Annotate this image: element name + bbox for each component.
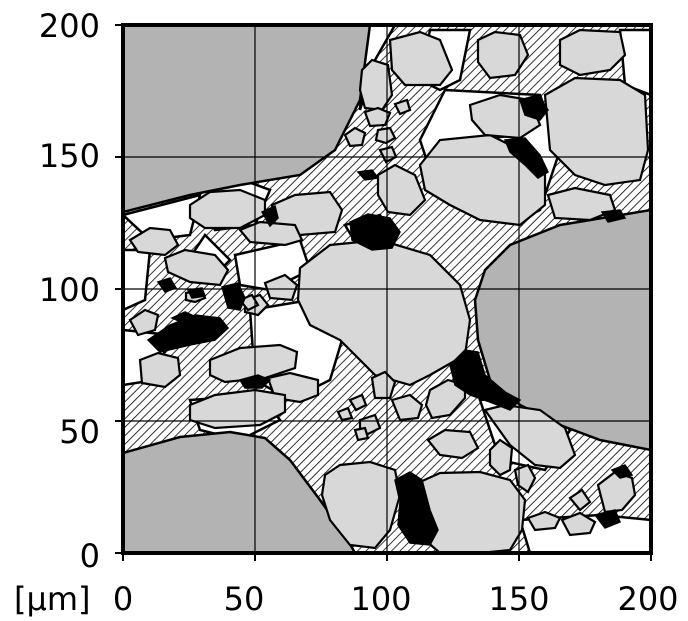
axis-unit-label: [µm] bbox=[14, 580, 91, 618]
large-grain-top-left bbox=[123, 25, 372, 214]
x-tick-label: 100 bbox=[350, 580, 411, 618]
y-tick-labels: 0 50 100 150 200 bbox=[39, 7, 100, 575]
x-tick-label: 50 bbox=[224, 580, 265, 618]
gridlines bbox=[123, 25, 651, 553]
x-tick-label: 200 bbox=[617, 580, 678, 618]
y-tick-label: 200 bbox=[39, 7, 100, 45]
y-tick-label: 0 bbox=[80, 537, 100, 575]
large-grain-bottom-left bbox=[123, 430, 357, 553]
y-tick-label: 150 bbox=[39, 137, 100, 175]
x-tick-label: 0 bbox=[113, 580, 133, 618]
x-tick-labels: 0 50 100 150 200 bbox=[113, 580, 679, 618]
x-tick-label: 150 bbox=[488, 580, 549, 618]
y-tick-label: 100 bbox=[39, 271, 100, 309]
tick-marks bbox=[115, 24, 652, 561]
y-tick-label: 50 bbox=[59, 413, 100, 451]
